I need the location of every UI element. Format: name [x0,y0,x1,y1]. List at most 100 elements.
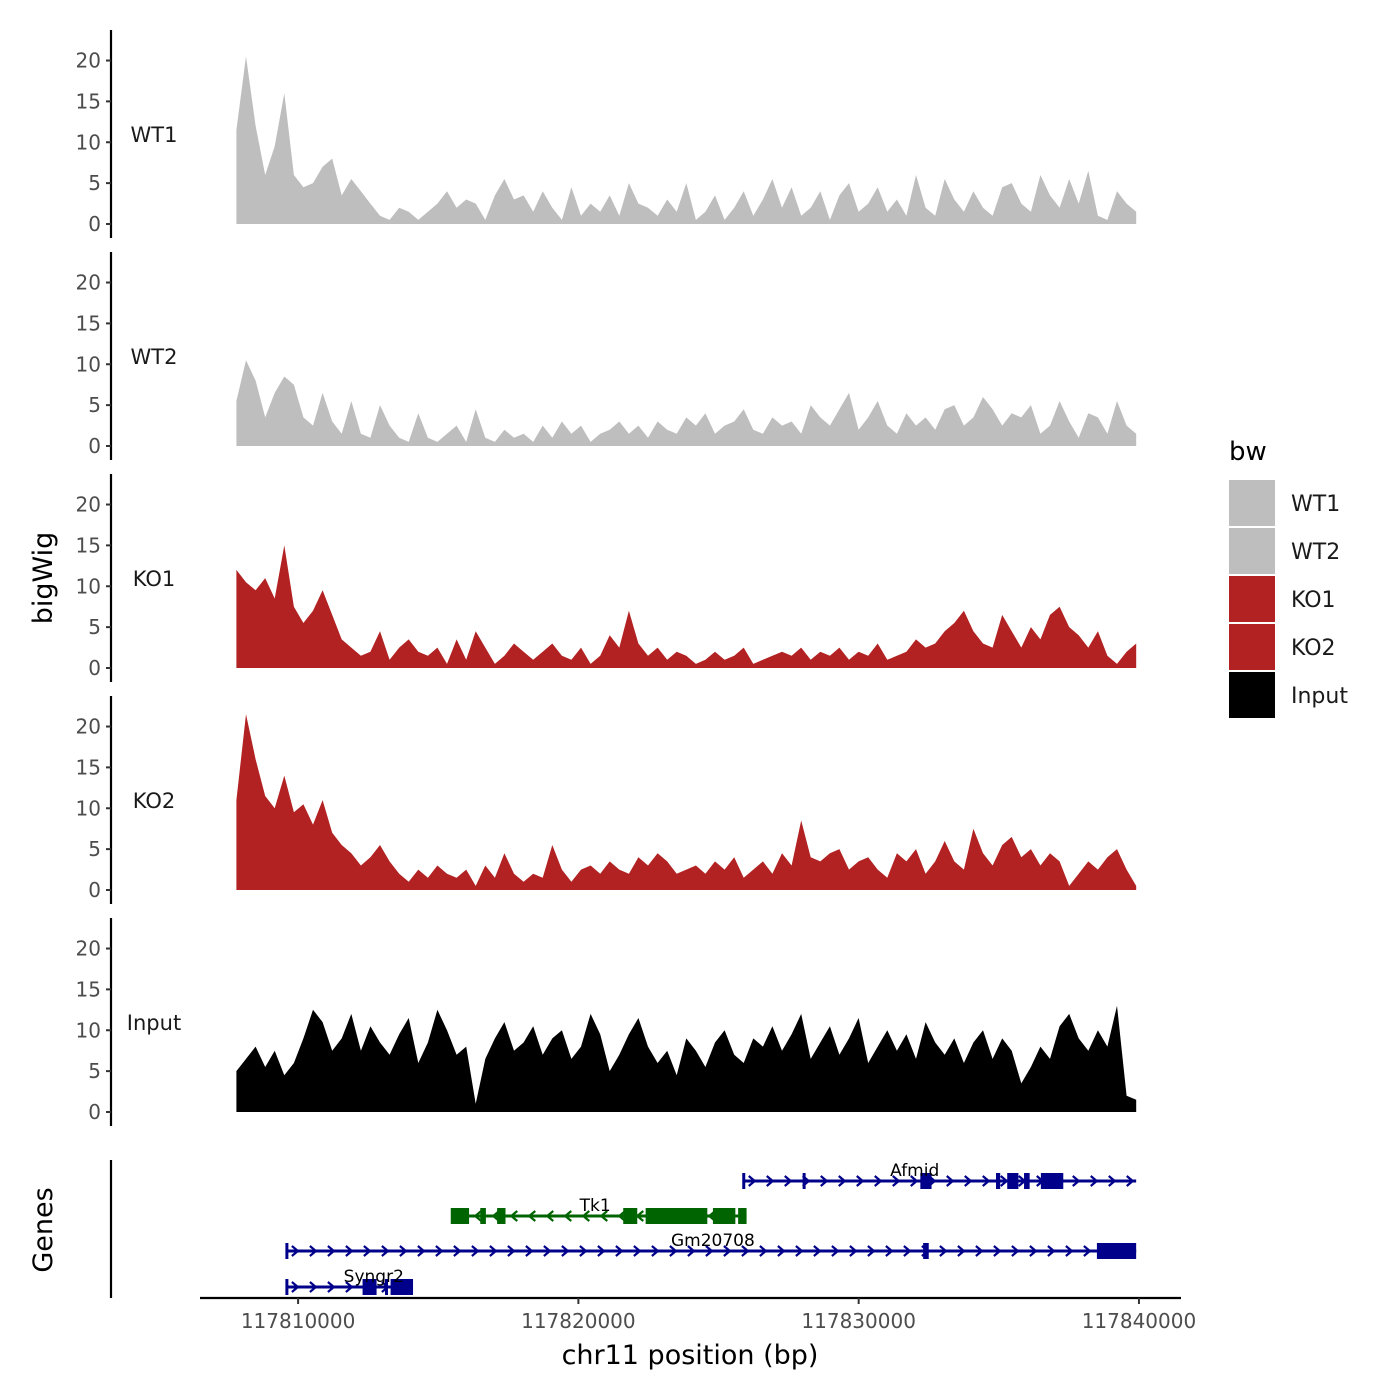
y-tick-label: 15 [76,311,101,335]
strand-arrow [363,1245,372,1257]
strand-arrow [543,1245,552,1257]
y-tick-label: 5 [88,393,101,417]
track-label: KO1 [133,567,176,591]
strand-arrow [903,1245,912,1257]
y-tick-label: 10 [76,574,101,598]
y-tick-label: 0 [88,434,101,458]
y-tick-label: 0 [88,212,101,236]
strand-arrow [435,1245,444,1257]
legend-label-input: Input [1291,684,1348,709]
legend-label-ko1: KO1 [1291,588,1336,613]
bigwig-tracks: 0 5 10 15 20 WT1 0 5 10 15 20 WT2 0 5 10 15 20 KO1 0 5 10 15 2… [76,30,1137,1126]
strand-arrow [982,1175,991,1187]
strand-arrow [563,1210,572,1222]
y-tick-label: 5 [88,837,101,861]
y-tick-label: 20 [76,493,101,517]
strand-arrow [507,1245,516,1257]
gene-label: Gm20708 [671,1231,755,1251]
strand-arrow [1011,1245,1020,1257]
strand-arrow [892,1175,901,1187]
track-label: KO2 [133,789,176,813]
gene-gm20708: Gm20708 [285,1231,1137,1259]
strand-arrow [946,1175,955,1187]
exon [1096,1243,1137,1259]
exon [384,1279,388,1295]
strand-arrow [545,1210,554,1222]
strand-arrow [723,1245,732,1257]
strand-arrow [759,1245,768,1257]
strand-arrow [777,1245,786,1257]
strand-arrow [381,1245,390,1257]
strand-arrow [345,1281,354,1293]
exon [480,1208,486,1224]
genes-panel-title: Genes [28,1187,59,1272]
strand-arrow [561,1245,570,1257]
strand-arrow [633,1245,642,1257]
strand-arrow [345,1245,354,1257]
strand-arrow [309,1245,318,1257]
strand-arrow [1072,1175,1081,1187]
strand-arrow [417,1245,426,1257]
y-tick-label: 10 [76,1018,101,1042]
y-tick-label: 15 [76,755,101,779]
strand-arrow [867,1245,876,1257]
gene-syngr2: Syngr2 [285,1267,414,1295]
exon [1040,1173,1064,1189]
y-tick-label: 10 [76,130,101,154]
signal-area-wt2 [236,360,1137,446]
y-tick-label: 15 [76,977,101,1001]
y-tick-label: 0 [88,656,101,680]
genes-panel: Afmid Tk1 Gm20708 Syngr2 [109,1160,1137,1298]
strand-arrow [489,1245,498,1257]
signal-area-ko2 [236,714,1137,890]
strand-arrow [856,1175,865,1187]
strand-arrow [525,1245,534,1257]
strand-arrow [291,1281,300,1293]
exon [712,1208,736,1224]
x-axis-title: chr11 position (bp) [562,1340,819,1371]
strand-arrow [471,1245,480,1257]
legend-label-wt2: WT2 [1291,540,1340,565]
legend-title: bw [1229,437,1267,467]
gene-afmid: Afmid [742,1161,1137,1189]
exon [920,1173,932,1189]
strand-arrow [1126,1175,1135,1187]
gene-label: Tk1 [579,1196,611,1216]
y-tick-label: 0 [88,1100,101,1124]
exon [623,1208,638,1224]
strand-arrow [687,1245,696,1257]
strand-arrow [784,1175,793,1187]
track-label: WT2 [131,345,178,369]
signal-area-ko1 [236,545,1137,668]
y-tick-label: 10 [76,352,101,376]
strand-arrow [669,1245,678,1257]
x-axis: 117810000 117820000 117830000 117840000 [200,1296,1196,1333]
strand-arrow [579,1245,588,1257]
track-ko2: 0 5 10 15 20 KO2 [76,696,1137,904]
y-axis-title: bigWig [28,532,59,625]
strand-arrow [291,1245,300,1257]
strand-arrow [885,1245,894,1257]
strand-arrow [635,1210,644,1222]
strand-arrow [309,1281,318,1293]
strand-arrow [599,1210,608,1222]
gene-label: Syngr2 [344,1267,404,1287]
strand-arrow [910,1175,919,1187]
strand-arrow [813,1245,822,1257]
exon [802,1173,806,1189]
legend-key-input [1229,672,1275,718]
track-label: Input [127,1011,181,1035]
track-ko1: 0 5 10 15 20 KO1 [76,474,1137,682]
exon [452,1208,470,1224]
y-tick-label: 20 [76,271,101,295]
y-tick-label: 20 [76,49,101,73]
x-tick-label: 117810000 [241,1309,356,1333]
strand-arrow [1083,1245,1092,1257]
legend-label-wt1: WT1 [1291,492,1340,517]
strand-arrow [795,1245,804,1257]
track-wt1: 0 5 10 15 20 WT1 [76,30,1137,238]
exon [738,1208,747,1224]
strand-arrow [838,1175,847,1187]
track-label: WT1 [131,123,178,147]
legend-key-ko1 [1229,576,1275,622]
